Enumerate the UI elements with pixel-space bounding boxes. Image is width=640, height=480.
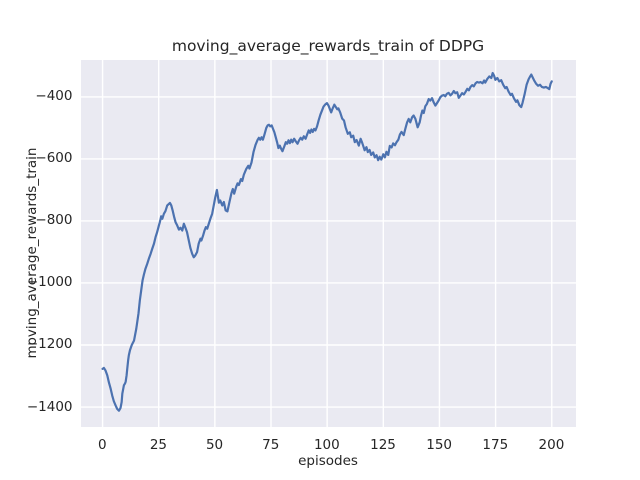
y-tick-label: −1000 bbox=[26, 274, 73, 291]
x-axis-label: episodes bbox=[298, 453, 358, 469]
y-tick-label: −600 bbox=[35, 150, 73, 167]
x-tick-label: 150 bbox=[426, 436, 453, 453]
x-tick-label: 25 bbox=[149, 436, 167, 453]
plot-background bbox=[80, 59, 576, 428]
y-tick-label: −1400 bbox=[26, 398, 73, 415]
plot-canvas bbox=[80, 59, 576, 428]
x-tick-label: 175 bbox=[482, 436, 509, 453]
plot-area bbox=[80, 59, 576, 428]
x-tick-label: 200 bbox=[538, 436, 565, 453]
x-tick-label: 50 bbox=[205, 436, 224, 453]
y-tick-label: −400 bbox=[35, 88, 73, 105]
series-line-ddpg bbox=[101, 71, 553, 412]
y-axis-label: moving_average_rewards_train bbox=[24, 147, 40, 359]
x-tick-label: 125 bbox=[370, 436, 396, 453]
x-tick-label: 100 bbox=[313, 436, 340, 453]
chart-title: moving_average_rewards_train of DDPG bbox=[171, 37, 485, 55]
x-tick-label: 0 bbox=[97, 436, 107, 453]
x-tick-label: 75 bbox=[262, 436, 280, 453]
y-tick-label: −1200 bbox=[26, 336, 73, 353]
y-tick-label: −800 bbox=[35, 212, 73, 229]
